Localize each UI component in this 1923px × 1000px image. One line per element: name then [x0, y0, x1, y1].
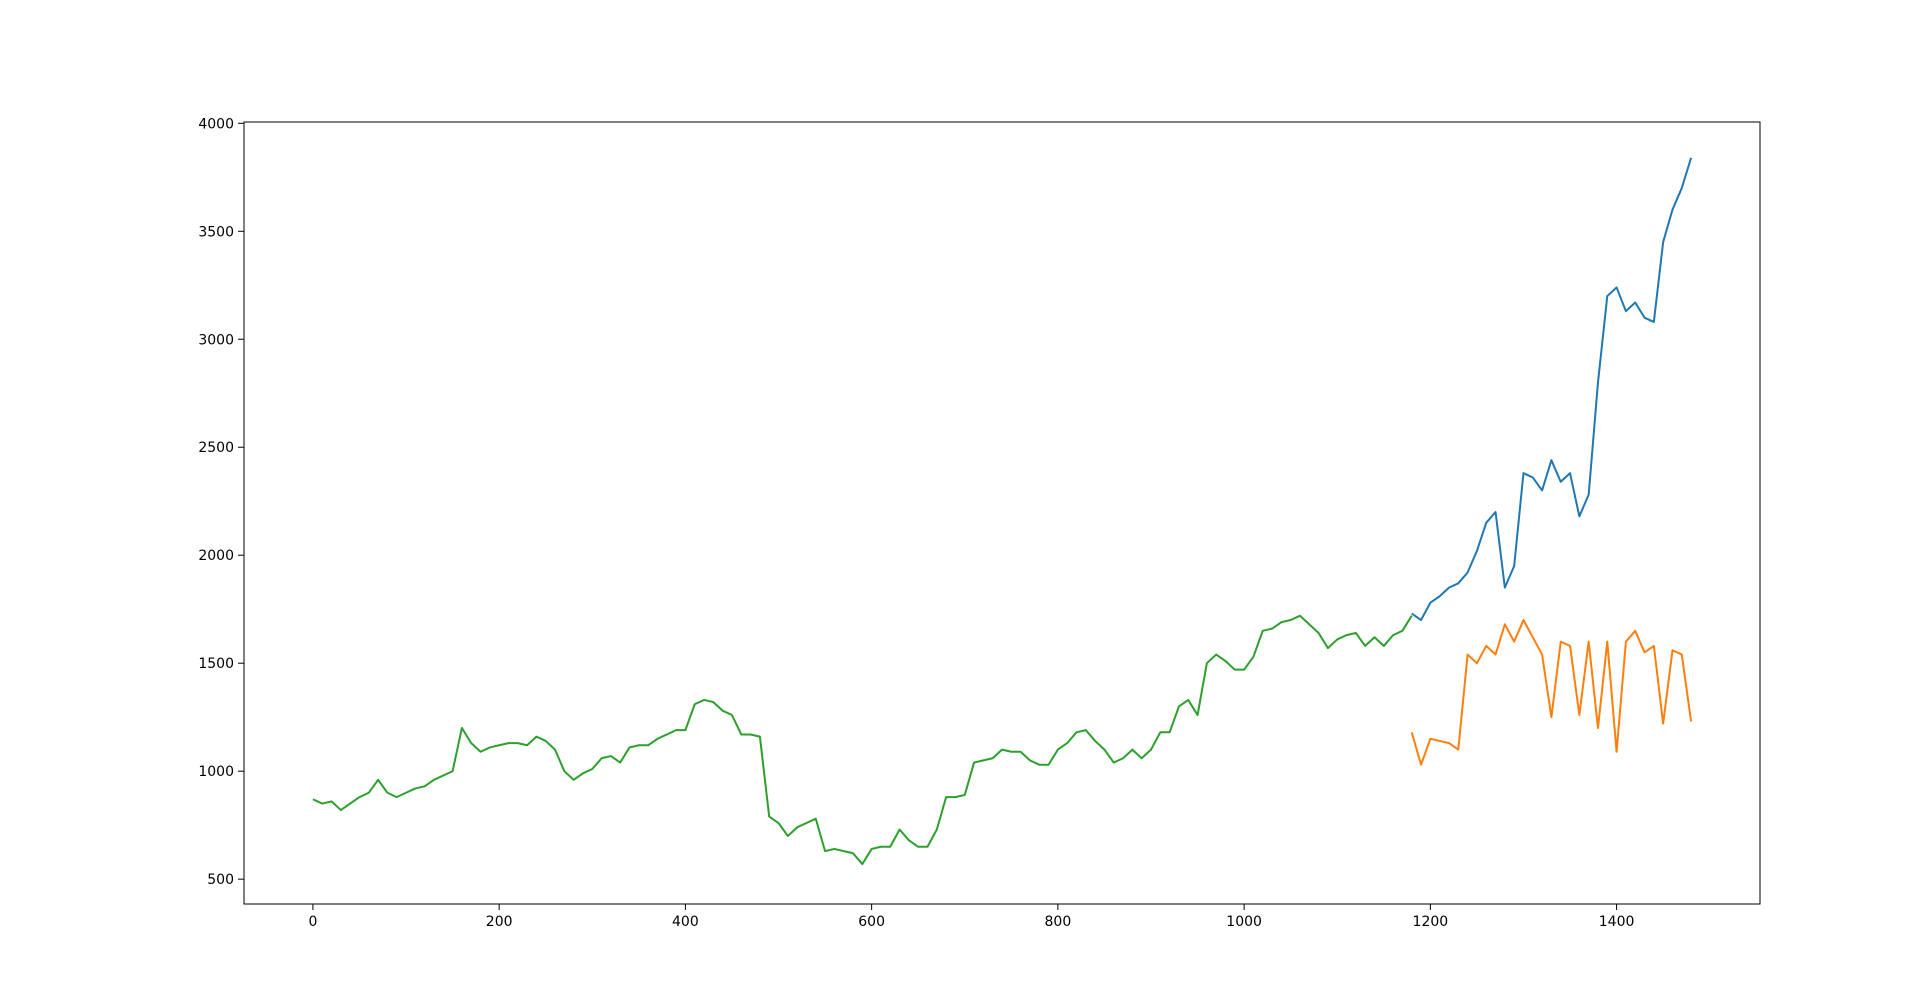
series-line [1411, 157, 1693, 622]
plot-frame [243, 121, 1761, 905]
x-tick-label: 800 [1045, 914, 1072, 930]
y-tick-label: 3500 [198, 224, 234, 240]
y-tick-label: 1500 [198, 656, 234, 672]
x-tick-label: 200 [486, 914, 513, 930]
x-tick-label: 1000 [1226, 914, 1262, 930]
series-line [312, 614, 1413, 866]
x-tick-label: 1200 [1413, 914, 1449, 930]
x-tick-label: 600 [858, 914, 885, 930]
y-tick-label: 2500 [198, 440, 234, 456]
series-line [1410, 619, 1693, 766]
x-tick-label: 400 [672, 914, 699, 930]
x-tick-label: 0 [308, 914, 317, 930]
y-tick-label: 1000 [198, 764, 234, 780]
y-tick-label: 2000 [198, 548, 234, 564]
x-tick-label: 1400 [1599, 914, 1635, 930]
y-tick-label: 500 [207, 872, 234, 888]
y-tick-label: 4000 [198, 116, 234, 132]
y-tick-label: 3000 [198, 332, 234, 348]
